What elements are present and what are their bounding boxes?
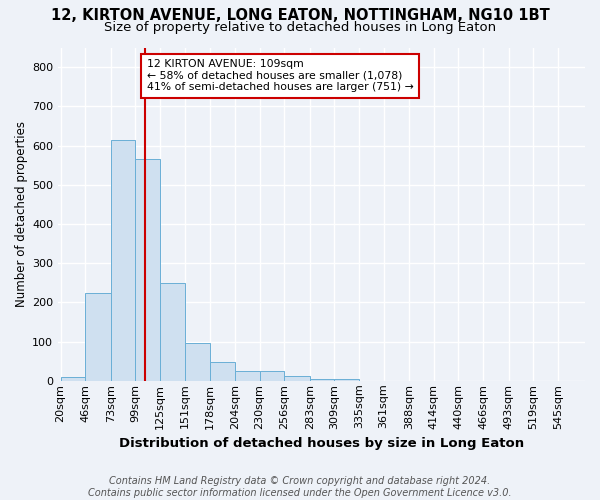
- Bar: [210, 362, 235, 381]
- Text: Contains HM Land Registry data © Crown copyright and database right 2024.
Contai: Contains HM Land Registry data © Crown c…: [88, 476, 512, 498]
- Bar: [310, 379, 334, 381]
- Bar: [136, 160, 160, 381]
- Bar: [284, 376, 310, 381]
- Bar: [334, 379, 359, 381]
- Y-axis label: Number of detached properties: Number of detached properties: [15, 121, 28, 307]
- Bar: [185, 343, 210, 381]
- Bar: [111, 140, 136, 381]
- Text: 12 KIRTON AVENUE: 109sqm
← 58% of detached houses are smaller (1,078)
41% of sem: 12 KIRTON AVENUE: 109sqm ← 58% of detach…: [147, 60, 413, 92]
- Text: Size of property relative to detached houses in Long Eaton: Size of property relative to detached ho…: [104, 21, 496, 34]
- X-axis label: Distribution of detached houses by size in Long Eaton: Distribution of detached houses by size …: [119, 437, 524, 450]
- Bar: [61, 377, 85, 381]
- Bar: [235, 371, 260, 381]
- Bar: [160, 283, 185, 381]
- Text: 12, KIRTON AVENUE, LONG EATON, NOTTINGHAM, NG10 1BT: 12, KIRTON AVENUE, LONG EATON, NOTTINGHA…: [50, 8, 550, 22]
- Bar: [85, 292, 111, 381]
- Bar: [260, 371, 284, 381]
